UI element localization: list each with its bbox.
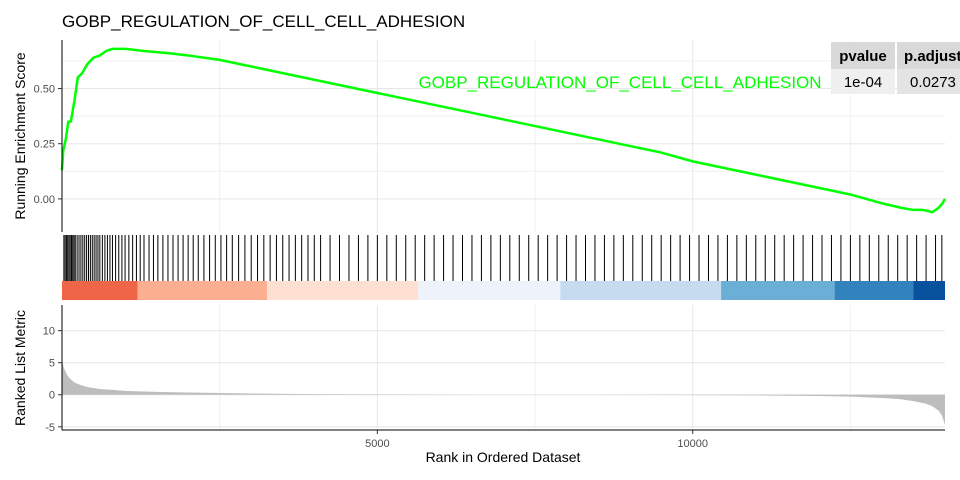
table-cell [897, 69, 960, 94]
es-path [60, 47, 947, 214]
padjust-header: p.adjust [904, 48, 960, 65]
color-bar-segment [913, 281, 945, 300]
x-tick-label: 5000 [365, 438, 389, 450]
y-tick-label: 10 [43, 326, 55, 338]
x-ticks: 5000 10000 [365, 430, 708, 450]
metric-grid [62, 305, 945, 430]
color-bar-segment [834, 281, 914, 300]
metric-y-ticks: -5 0 5 10 [43, 326, 62, 434]
stats-table: pvalue p.adjust 1e-04 0.0273 [831, 42, 960, 94]
padjust-value: 0.0273 [910, 74, 956, 91]
y-tick-label: -5 [45, 422, 55, 434]
y-tick-label: 0.25 [34, 139, 55, 151]
x-axis-title: Rank in Ordered Dataset [426, 449, 581, 465]
table-cell [831, 69, 895, 94]
y-tick-label: 0.50 [34, 84, 55, 96]
color-bar-segment [418, 281, 561, 300]
enrichment-grid [62, 40, 945, 232]
series-label: GOBP_REGULATION_OF_CELL_CELL_ADHESION [418, 73, 821, 92]
metric-y-axis-title: Ranked List Metric [12, 310, 28, 426]
color-bar-segment [62, 281, 138, 300]
enrichment-y-axis-title: Running Enrichment Score [12, 52, 28, 220]
x-tick-label: 10000 [677, 438, 708, 450]
color-bar-segment [721, 281, 835, 300]
y-tick-label: 5 [49, 358, 55, 370]
color-bar-segment [560, 281, 722, 300]
enrichment-score-line [60, 47, 947, 214]
enrichment-y-ticks: 0.00 0.25 0.50 [34, 84, 62, 206]
y-tick-label: 0 [49, 390, 55, 402]
color-bar-segment [266, 281, 419, 300]
ranked-metric-area [62, 356, 945, 425]
color-bar-segment [137, 281, 267, 300]
gene-hit-lines [63, 235, 943, 281]
pvalue-header: pvalue [839, 48, 887, 65]
pvalue-value: 1e-04 [844, 74, 882, 91]
rank-color-bar [62, 281, 945, 300]
metric-area-path [62, 356, 945, 425]
chart-title: GOBP_REGULATION_OF_CELL_CELL_ADHESION [62, 12, 465, 31]
table-header-cell [897, 42, 960, 69]
y-tick-label: 0.00 [34, 194, 55, 206]
table-header-cell [831, 42, 895, 69]
